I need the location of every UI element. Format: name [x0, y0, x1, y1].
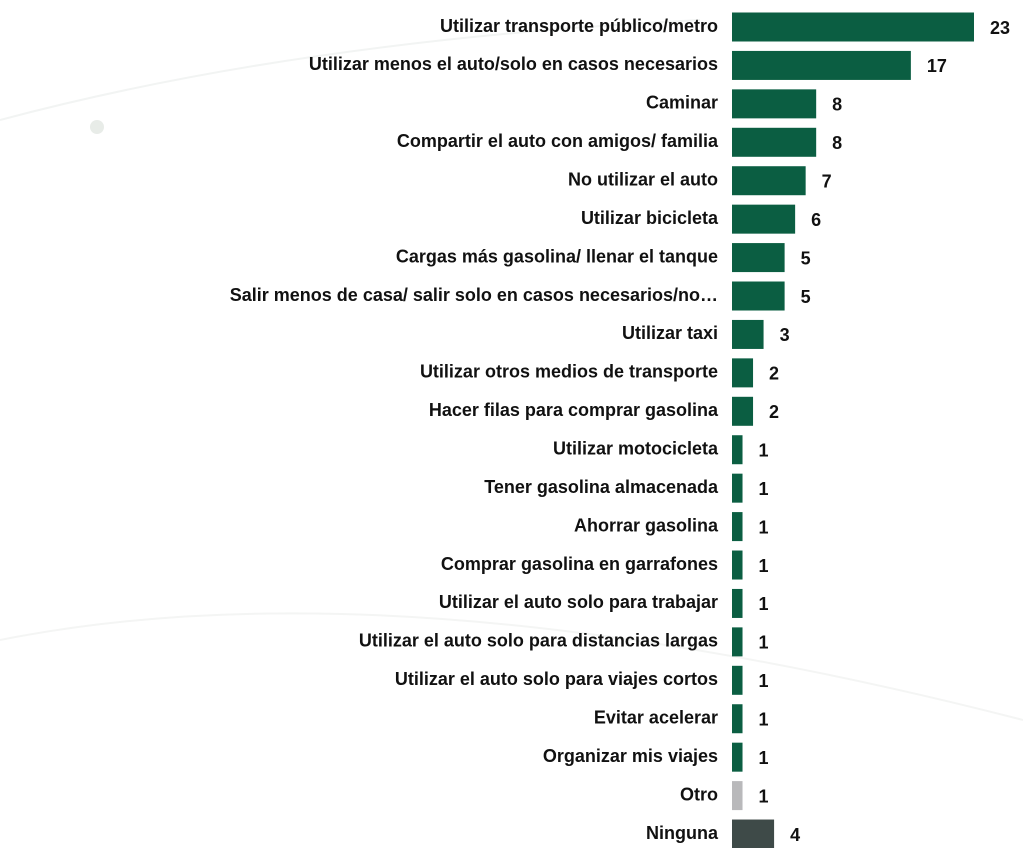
category-label: Salir menos de casa/ salir solo en casos… — [230, 285, 718, 305]
category-label: Utilizar el auto solo para distancias la… — [359, 631, 718, 651]
value-label: 1 — [759, 709, 769, 729]
bar — [732, 12, 974, 42]
category-label: Utilizar otros medios de transporte — [420, 362, 718, 382]
bar — [732, 781, 743, 811]
bar — [732, 704, 743, 734]
bar — [732, 742, 743, 772]
category-label: Compartir el auto con amigos/ familia — [397, 131, 719, 151]
value-label: 1 — [759, 786, 769, 806]
value-label: 1 — [759, 594, 769, 614]
bar — [732, 396, 754, 426]
category-label: Hacer filas para comprar gasolina — [429, 400, 719, 420]
bar — [732, 665, 743, 695]
category-label: Cargas más gasolina/ llenar el tanque — [396, 246, 718, 266]
category-label: Ninguna — [646, 823, 719, 843]
bar — [732, 204, 796, 234]
bar — [732, 127, 817, 157]
value-label: 5 — [801, 287, 811, 307]
category-label: Organizar mis viajes — [543, 746, 718, 766]
category-label: Tener gasolina almacenada — [484, 477, 719, 497]
bar — [732, 243, 785, 273]
category-label: Utilizar menos el auto/solo en casos nec… — [309, 54, 718, 74]
decoration — [0, 19, 701, 121]
value-label: 7 — [822, 171, 832, 191]
value-label: 1 — [759, 671, 769, 691]
bar — [732, 473, 743, 503]
bar — [732, 627, 743, 657]
value-label: 6 — [811, 210, 821, 230]
value-label: 17 — [927, 56, 947, 76]
category-label: Comprar gasolina en garrafones — [441, 554, 718, 574]
value-label: 1 — [759, 748, 769, 768]
category-label: Utilizar el auto solo para viajes cortos — [395, 669, 718, 689]
category-label: Utilizar taxi — [622, 323, 718, 343]
value-label: 2 — [769, 402, 779, 422]
bar — [732, 588, 743, 618]
value-label: 23 — [990, 18, 1010, 38]
value-label: 1 — [759, 440, 769, 460]
value-label: 1 — [759, 556, 769, 576]
bar — [732, 319, 764, 349]
decoration — [90, 120, 104, 134]
value-label: 8 — [832, 133, 842, 153]
value-label: 5 — [801, 248, 811, 268]
bar — [732, 50, 911, 80]
bar — [732, 89, 817, 119]
category-label: Utilizar motocicleta — [553, 438, 719, 458]
bar — [732, 819, 775, 848]
decoration — [0, 612, 1023, 721]
category-label: Evitar acelerar — [594, 707, 718, 727]
value-label: 1 — [759, 633, 769, 653]
category-label: Ahorrar gasolina — [574, 515, 719, 535]
category-label: Utilizar el auto solo para trabajar — [439, 592, 718, 612]
category-label: Utilizar bicicleta — [581, 208, 719, 228]
bar — [732, 358, 754, 388]
value-label: 4 — [790, 825, 800, 845]
value-label: 1 — [759, 479, 769, 499]
category-label: Otro — [680, 784, 718, 804]
value-label: 1 — [759, 517, 769, 537]
category-label: Caminar — [646, 93, 718, 113]
bar — [732, 435, 743, 465]
category-label: Utilizar transporte público/metro — [440, 16, 718, 36]
value-label: 3 — [780, 325, 790, 345]
bar — [732, 512, 743, 542]
bar — [732, 166, 806, 196]
bar — [732, 550, 743, 580]
bar — [732, 281, 785, 311]
value-label: 8 — [832, 95, 842, 115]
value-label: 2 — [769, 364, 779, 384]
category-label: No utilizar el auto — [568, 169, 718, 189]
